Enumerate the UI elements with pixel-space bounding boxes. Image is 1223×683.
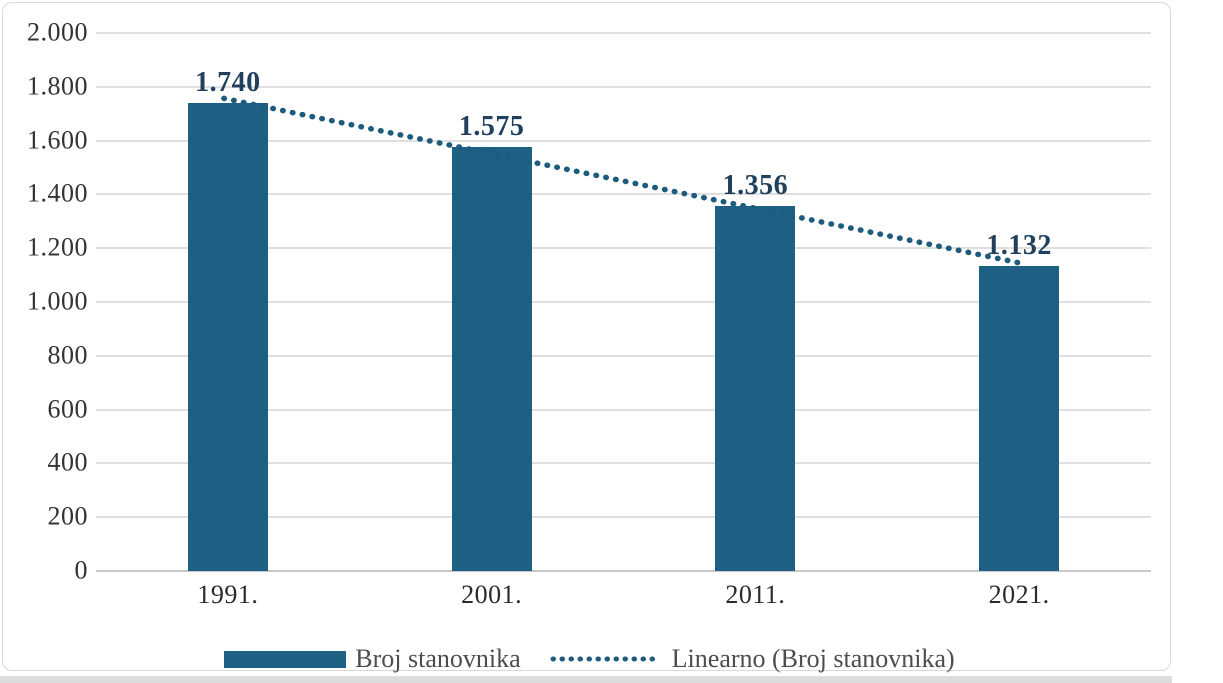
bottom-edge-strip xyxy=(0,676,1172,683)
legend-bar-swatch-icon xyxy=(224,650,347,668)
x-tick-label: 2011. xyxy=(725,580,786,609)
x-tick-label: 1991. xyxy=(197,580,259,609)
bar xyxy=(187,102,268,571)
gridline xyxy=(96,85,1151,88)
legend-bar-label: Broj stanovnika xyxy=(355,644,521,673)
y-tick-label: 600 xyxy=(47,393,88,423)
x-tick-label: 2001. xyxy=(461,580,523,609)
bar xyxy=(979,266,1060,571)
legend: Broj stanovnika Linearno (Broj stanovnik… xyxy=(5,644,1174,674)
gridline xyxy=(96,32,1151,34)
bar-value-label: 1.356 xyxy=(722,170,789,202)
legend-dotted-line-icon xyxy=(550,656,661,662)
x-tick-label: 2021. xyxy=(988,580,1050,609)
plot-area: 2.000 1.800 1.600 1.400 1.200 1.000 800 600 400 2… xyxy=(3,3,1172,672)
y-tick-label: 400 xyxy=(47,447,88,477)
y-tick-label: 1.600 xyxy=(27,124,88,154)
bar xyxy=(451,147,532,571)
legend-trendline-label: Linearno (Broj stanovnika) xyxy=(671,644,955,673)
y-tick-label: 800 xyxy=(47,340,88,370)
y-tick-label: 1.200 xyxy=(27,232,88,262)
chart-card: 2.000 1.800 1.600 1.400 1.200 1.000 800 600 400 2… xyxy=(2,2,1174,674)
y-tick-label: 1.000 xyxy=(27,286,88,316)
y-tick-label: 1.800 xyxy=(27,71,88,101)
gridline xyxy=(96,408,1151,411)
bar-value-label: 1.132 xyxy=(986,230,1052,262)
bar-value-label: 1.740 xyxy=(195,66,261,98)
y-tick-label: 2.000 xyxy=(27,17,88,47)
gridline xyxy=(96,354,1151,357)
y-tick-label: 200 xyxy=(47,501,88,531)
bar xyxy=(715,206,796,571)
bar-value-label: 1.575 xyxy=(458,111,525,143)
y-tick-label: 1.400 xyxy=(27,178,88,208)
gridline xyxy=(96,516,1151,519)
x-axis-line xyxy=(96,570,1151,572)
y-tick-label: 0 xyxy=(74,555,88,585)
gridline xyxy=(96,301,1151,303)
gridline xyxy=(96,462,1151,465)
